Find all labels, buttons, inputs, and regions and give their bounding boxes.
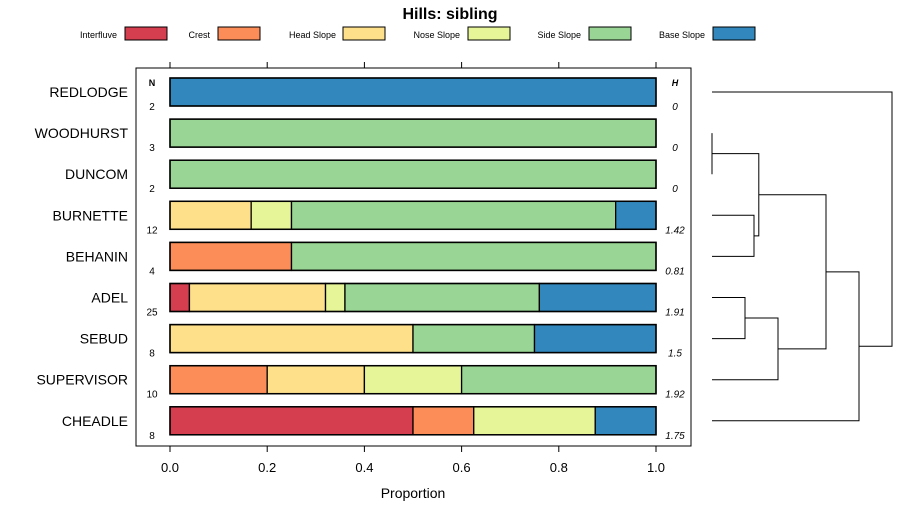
bar-segment (460, 365, 657, 395)
bar-segment (363, 365, 463, 395)
bar-segment (169, 159, 657, 189)
legend-label: Side Slope (537, 30, 581, 40)
row-labels: REDLODGE 2 0 WOODHURST 3 0 DUNCOM 2 0 BURNETTE 12 1… (35, 84, 685, 442)
x-tick-label: 1.0 (647, 460, 665, 475)
x-tick-label: 0.4 (355, 460, 373, 475)
bar-segment (169, 282, 191, 313)
category-label: REDLODGE (49, 84, 128, 100)
category-label: SUPERVISOR (36, 372, 128, 388)
legend-label: Base Slope (659, 30, 705, 40)
n-value: 12 (146, 225, 158, 236)
bar-segment (324, 282, 346, 313)
bar-segment (533, 323, 657, 354)
bar-segment (344, 282, 541, 313)
dendrogram-link (758, 194, 827, 350)
bar-segment (188, 282, 327, 313)
n-value: 10 (146, 390, 158, 401)
legend-swatch (588, 26, 632, 41)
n-value: 8 (149, 349, 155, 360)
category-label: WOODHURST (35, 125, 129, 141)
bar-outline (169, 241, 657, 272)
legend-swatch (217, 26, 261, 41)
h-value: 1.5 (668, 349, 682, 360)
bar-segment (412, 406, 475, 436)
h-value: 1.91 (665, 308, 684, 319)
bar-segment (169, 406, 414, 436)
bar-segment (250, 200, 293, 230)
h-value: 0 (672, 102, 678, 113)
legend-swatch (712, 26, 756, 41)
bar-segment (594, 406, 657, 436)
bars-layer (169, 77, 657, 436)
n-column-header: N (149, 78, 156, 88)
dendrogram-link (712, 153, 760, 237)
bar-outline (169, 77, 657, 107)
h-value: 1.42 (665, 225, 685, 236)
bar-outline (169, 406, 657, 436)
x-axis-label: Proportion (381, 485, 446, 501)
x-axis: 0.0 0.2 0.4 0.6 0.8 1.0 (161, 62, 665, 475)
dendrogram-link (712, 214, 755, 257)
legend-label: Head Slope (289, 30, 336, 40)
dendrogram (711, 91, 893, 422)
dendrogram-link (712, 91, 893, 347)
bar-segment (473, 406, 596, 436)
h-value: 0.81 (665, 266, 684, 277)
bar-segment (266, 365, 366, 395)
chart-title: Hills: sibling (402, 6, 497, 23)
x-tick-label: 0.2 (258, 460, 276, 475)
h-value: 0 (672, 143, 678, 154)
bar-segment (290, 200, 617, 230)
x-tick-label: 0.0 (161, 460, 179, 475)
bar-segment (169, 118, 657, 148)
legend-label: Nose Slope (413, 30, 460, 40)
plot-panel (135, 67, 692, 447)
h-value: 0 (672, 184, 678, 195)
legend-label: Crest (188, 30, 210, 40)
bar-segment (412, 323, 536, 354)
bar-outline (169, 282, 657, 313)
n-value: 2 (149, 184, 155, 195)
bar-segment (169, 200, 252, 230)
bar-segment (615, 200, 657, 230)
legend-swatch (342, 26, 386, 41)
bar-outline (169, 118, 657, 148)
bar-outline (169, 159, 657, 189)
x-tick-label: 0.8 (550, 460, 568, 475)
legend: Interfluve Crest Head Slope Nose Slope Side … (80, 26, 756, 41)
category-label: SEBUD (80, 331, 128, 347)
bar-outline (169, 200, 657, 231)
category-label: BEHANIN (66, 248, 128, 264)
h-value: 1.92 (665, 390, 685, 401)
n-value: 3 (149, 143, 155, 154)
bar-segment (169, 365, 268, 395)
n-value: 25 (146, 308, 158, 319)
category-label: DUNCOM (65, 166, 128, 182)
legend-swatch (124, 26, 168, 41)
category-label: ADEL (91, 290, 128, 306)
category-label: BURNETTE (53, 207, 128, 223)
n-value: 2 (149, 102, 155, 113)
bar-segment (169, 77, 657, 107)
bar-segment (169, 323, 414, 354)
h-value: 1.75 (665, 431, 685, 442)
x-tick-label: 0.6 (453, 460, 471, 475)
dendrogram-link (712, 271, 860, 422)
category-label: CHEADLE (62, 413, 128, 429)
bar-segment (290, 241, 657, 272)
dendrogram-link (712, 297, 746, 340)
bar-outline (169, 364, 657, 395)
n-value: 4 (149, 266, 155, 277)
bar-segment (538, 282, 657, 313)
legend-label: Interfluve (80, 30, 117, 40)
legend-swatch (467, 26, 511, 41)
bar-outline (169, 323, 657, 354)
n-value: 8 (149, 431, 155, 442)
h-column-header: H (672, 78, 679, 88)
bar-segment (169, 241, 293, 272)
